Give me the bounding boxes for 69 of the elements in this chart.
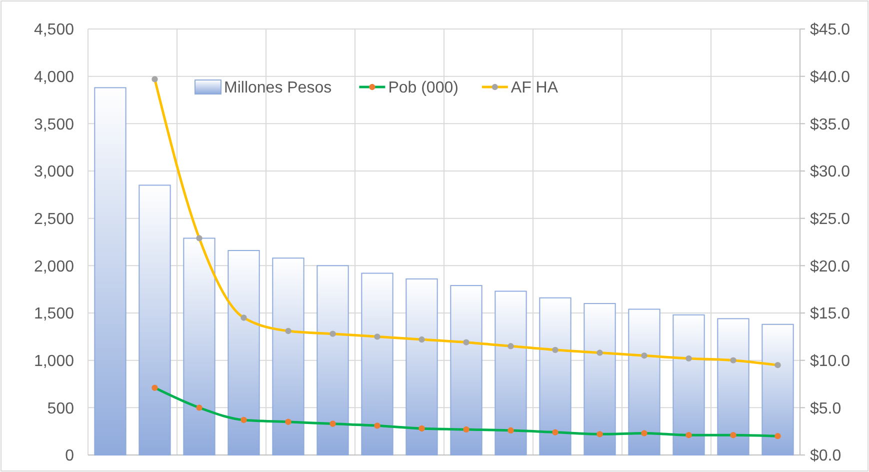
point <box>196 235 202 242</box>
bar <box>361 272 394 456</box>
point <box>240 314 247 321</box>
point <box>240 416 247 424</box>
bar <box>494 290 527 456</box>
point <box>463 339 470 346</box>
point <box>285 418 292 425</box>
y2-tick-label: $15.0 <box>810 306 850 323</box>
point <box>774 362 781 368</box>
point <box>686 432 692 438</box>
point <box>463 426 470 433</box>
point <box>152 76 158 82</box>
bar <box>717 318 750 456</box>
y-tick-label: 0 <box>65 448 74 465</box>
bar <box>762 324 794 456</box>
legend-label: Pob (000) <box>388 80 458 97</box>
point <box>196 404 202 411</box>
legend-label: AF HA <box>510 80 558 97</box>
y-tick-label: 4,000 <box>34 68 74 86</box>
y-tick-label: 2,000 <box>34 258 74 276</box>
point <box>330 420 336 427</box>
y2-tick-label: $35.0 <box>810 116 850 134</box>
point <box>552 429 558 436</box>
y2-tick-label: $0.0 <box>810 448 842 465</box>
y2-tick-label: $10.0 <box>810 352 850 370</box>
y2-tick-label: $5.0 <box>810 400 842 418</box>
point <box>596 350 603 356</box>
y-tick-label: 3,000 <box>34 164 74 181</box>
bar <box>406 278 438 456</box>
point <box>686 355 692 362</box>
point <box>730 357 736 364</box>
point <box>641 430 648 436</box>
point <box>285 328 292 334</box>
y2-tick-label: $45.0 <box>810 22 850 39</box>
bar <box>272 258 304 456</box>
point <box>774 432 781 440</box>
bar <box>450 285 482 456</box>
y-tick-label: 1,000 <box>34 352 74 370</box>
bar <box>628 308 660 456</box>
y-tick-label: 1,500 <box>34 306 74 323</box>
bar <box>138 184 171 456</box>
bar <box>94 87 126 456</box>
point <box>508 343 514 350</box>
bar <box>183 238 216 456</box>
point <box>730 432 736 438</box>
bar <box>672 314 705 456</box>
point <box>152 384 158 391</box>
y2-tick-label: $30.0 <box>810 164 850 181</box>
y-tick-label: 2,500 <box>34 210 74 228</box>
bar <box>584 303 616 456</box>
bar <box>228 250 260 456</box>
legend-label: Millones Pesos <box>224 80 332 97</box>
y2-tick-label: $40.0 <box>810 68 850 86</box>
point <box>596 431 603 438</box>
point <box>508 427 514 434</box>
y-tick-label: 4,500 <box>34 22 74 39</box>
point <box>418 425 425 432</box>
point <box>418 336 425 343</box>
point <box>374 422 380 429</box>
y-tick-label: 3,500 <box>34 116 74 134</box>
bar <box>539 297 572 456</box>
point <box>552 346 558 354</box>
y2-tick-label: $25.0 <box>810 210 850 228</box>
point <box>374 334 380 340</box>
bar <box>316 265 349 456</box>
point <box>641 352 648 359</box>
y-tick-label: 500 <box>47 400 74 418</box>
y2-tick-label: $20.0 <box>810 258 850 276</box>
point <box>330 330 336 337</box>
